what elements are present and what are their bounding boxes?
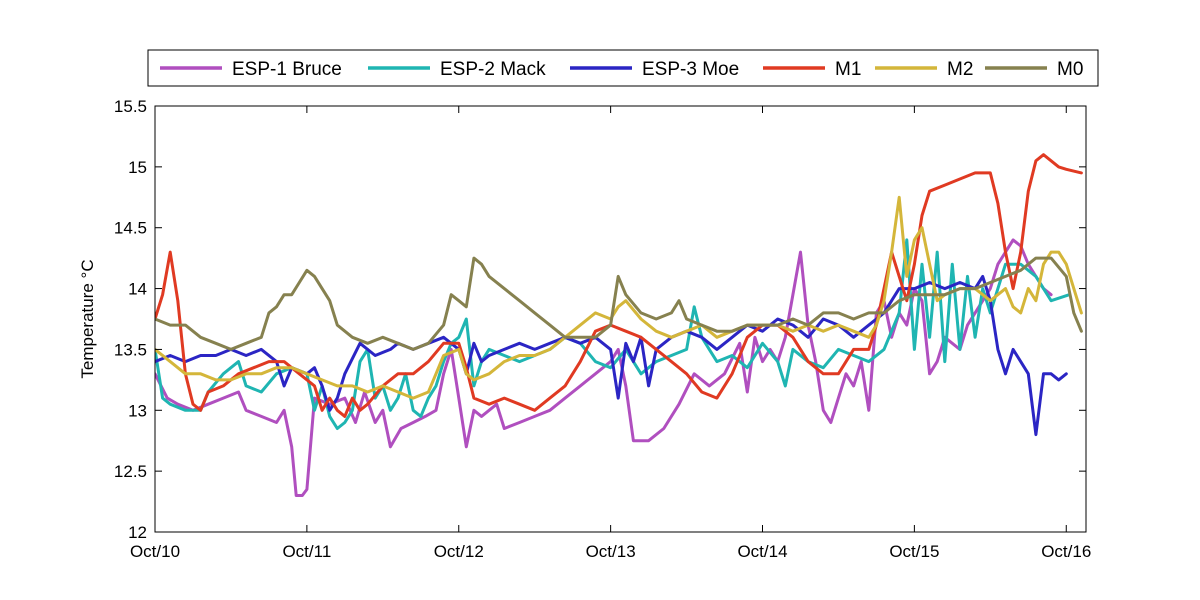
- x-tick-label: Oct/15: [889, 542, 939, 561]
- legend: ESP-1 Bruce ESP-2 Mack ESP-3 Moe M1 M2 M0: [147, 49, 1099, 87]
- y-tick-label: 14: [128, 280, 147, 299]
- y-axis-label: Temperature °C: [78, 259, 97, 378]
- series-line-m0: [155, 256, 1083, 351]
- series-line-m1: [155, 153, 1083, 418]
- legend-label-m0: M0: [1057, 59, 1083, 80]
- y-tick-label: 13.5: [114, 340, 147, 359]
- x-tick-label: Oct/16: [1041, 542, 1091, 561]
- axes-frame: [154, 105, 1087, 533]
- y-tick-label: 12: [128, 523, 147, 542]
- y-tick-label: 14.5: [114, 219, 147, 238]
- legend-label-esp-3-moe: ESP-3 Moe: [642, 59, 739, 80]
- legend-label-m2: M2: [947, 59, 973, 80]
- y-tick-label: 15: [128, 158, 147, 177]
- x-tick-label: Oct/14: [737, 542, 787, 561]
- x-tick-label: Oct/12: [434, 542, 484, 561]
- legend-label-esp-1-bruce: ESP-1 Bruce: [232, 59, 342, 80]
- y-tick-label: 15.5: [114, 97, 147, 116]
- y-axis: 12 12.5 13 13.5 14 14.5 15 15.5: [114, 97, 1086, 542]
- y-tick-label: 12.5: [114, 462, 147, 481]
- plot-area: Oct/10 Oct/11 Oct/12 Oct/13 Oct/14 Oct/15 Oct/…: [114, 97, 1091, 561]
- legend-label-m1: M1: [835, 59, 861, 80]
- y-tick-label: 13: [128, 401, 147, 420]
- x-tick-label: Oct/11: [282, 542, 331, 561]
- x-axis: Oct/10 Oct/11 Oct/12 Oct/13 Oct/14 Oct/15 Oct/…: [130, 106, 1091, 561]
- x-tick-label: Oct/13: [586, 542, 636, 561]
- x-tick-label: Oct/10: [130, 542, 180, 561]
- legend-label-esp-2-mack: ESP-2 Mack: [440, 59, 546, 80]
